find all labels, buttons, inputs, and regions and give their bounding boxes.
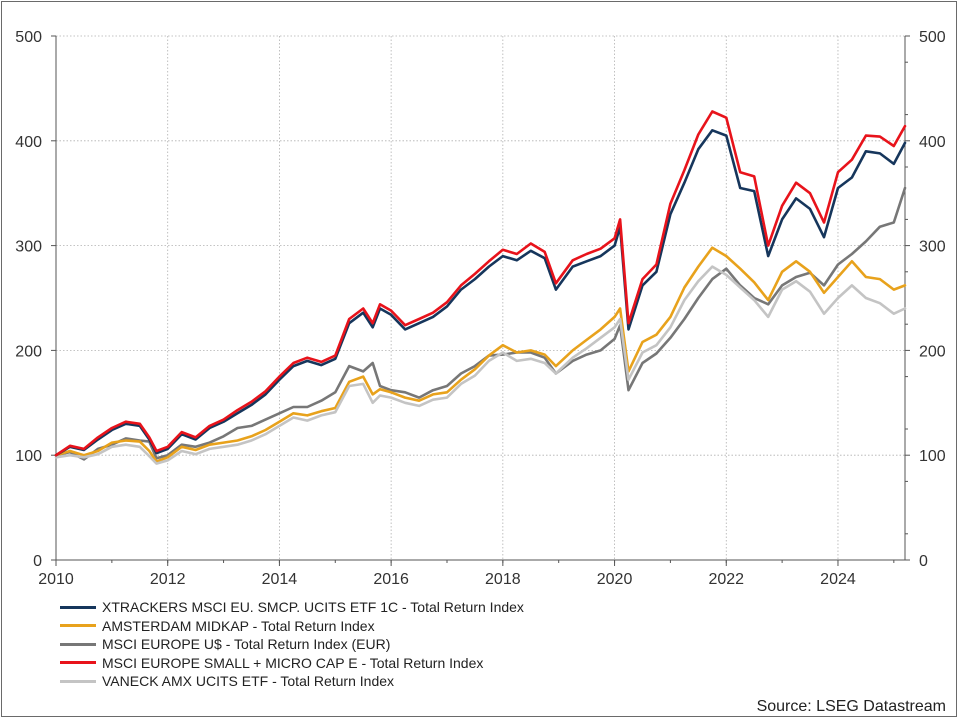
legend-swatch <box>60 624 96 628</box>
legend-label: XTRACKERS MSCI EU. SMCP. UCITS ETF 1C - … <box>102 599 524 616</box>
legend-swatch <box>60 605 96 609</box>
legend-label: VANECK AMX UCITS ETF - Total Return Inde… <box>102 673 395 690</box>
legend-item: MSCI EUROPE SMALL + MICRO CAP E - Total … <box>60 654 524 673</box>
x-tick-label: 2012 <box>150 571 186 588</box>
x-tick-label: 2020 <box>597 571 633 588</box>
y-tick-label: 300 <box>15 239 42 256</box>
legend-swatch <box>60 679 96 683</box>
y-tick-label: 400 <box>15 134 42 151</box>
series-line <box>54 246 907 463</box>
legend-label: AMSTERDAM MIDKAP - Total Return Index <box>102 617 375 634</box>
legend-item: VANECK AMX UCITS ETF - Total Return Inde… <box>60 672 524 691</box>
x-tick-label: 2024 <box>820 571 856 588</box>
y-tick-label: 500 <box>15 29 42 46</box>
series-line <box>54 129 907 457</box>
axes <box>51 35 910 566</box>
legend-swatch <box>60 642 96 646</box>
series-line <box>54 265 907 465</box>
legend-label: MSCI EUROPE U$ - Total Return Index (EUR… <box>102 636 391 653</box>
y-tick-label-right: 100 <box>919 448 946 465</box>
x-tick-label: 2016 <box>373 571 409 588</box>
legend-label: MSCI EUROPE SMALL + MICRO CAP E - Total … <box>102 654 484 671</box>
y-tick-label-right: 500 <box>919 29 946 46</box>
x-tick-label: 2018 <box>485 571 521 588</box>
legend: XTRACKERS MSCI EU. SMCP. UCITS ETF 1C - … <box>60 598 524 691</box>
source-note: Source: LSEG Datastream <box>756 698 946 715</box>
tick-labels: 0 0 100 100 200 200 300 300 400 400 500 500 2010 2012… <box>15 29 946 588</box>
legend-item: XTRACKERS MSCI EU. SMCP. UCITS ETF 1C - … <box>60 598 524 617</box>
series-line <box>54 110 907 457</box>
y-tick-label-right: 300 <box>919 239 946 256</box>
legend-item: MSCI EUROPE U$ - Total Return Index (EUR… <box>60 635 524 654</box>
legend-item: AMSTERDAM MIDKAP - Total Return Index <box>60 617 524 636</box>
y-tick-label-right: 0 <box>919 553 928 570</box>
series-line <box>54 186 907 461</box>
y-tick-label-right: 400 <box>919 134 946 151</box>
y-tick-label: 0 <box>33 553 42 570</box>
x-tick-label: 2014 <box>262 571 298 588</box>
y-tick-label: 200 <box>15 343 42 360</box>
y-tick-label-right: 200 <box>919 343 946 360</box>
y-tick-label: 100 <box>15 448 42 465</box>
legend-swatch <box>60 661 96 665</box>
x-tick-label: 2022 <box>708 571 744 588</box>
series-lines <box>54 110 907 465</box>
gridlines <box>56 35 905 560</box>
x-tick-label: 2010 <box>38 571 74 588</box>
